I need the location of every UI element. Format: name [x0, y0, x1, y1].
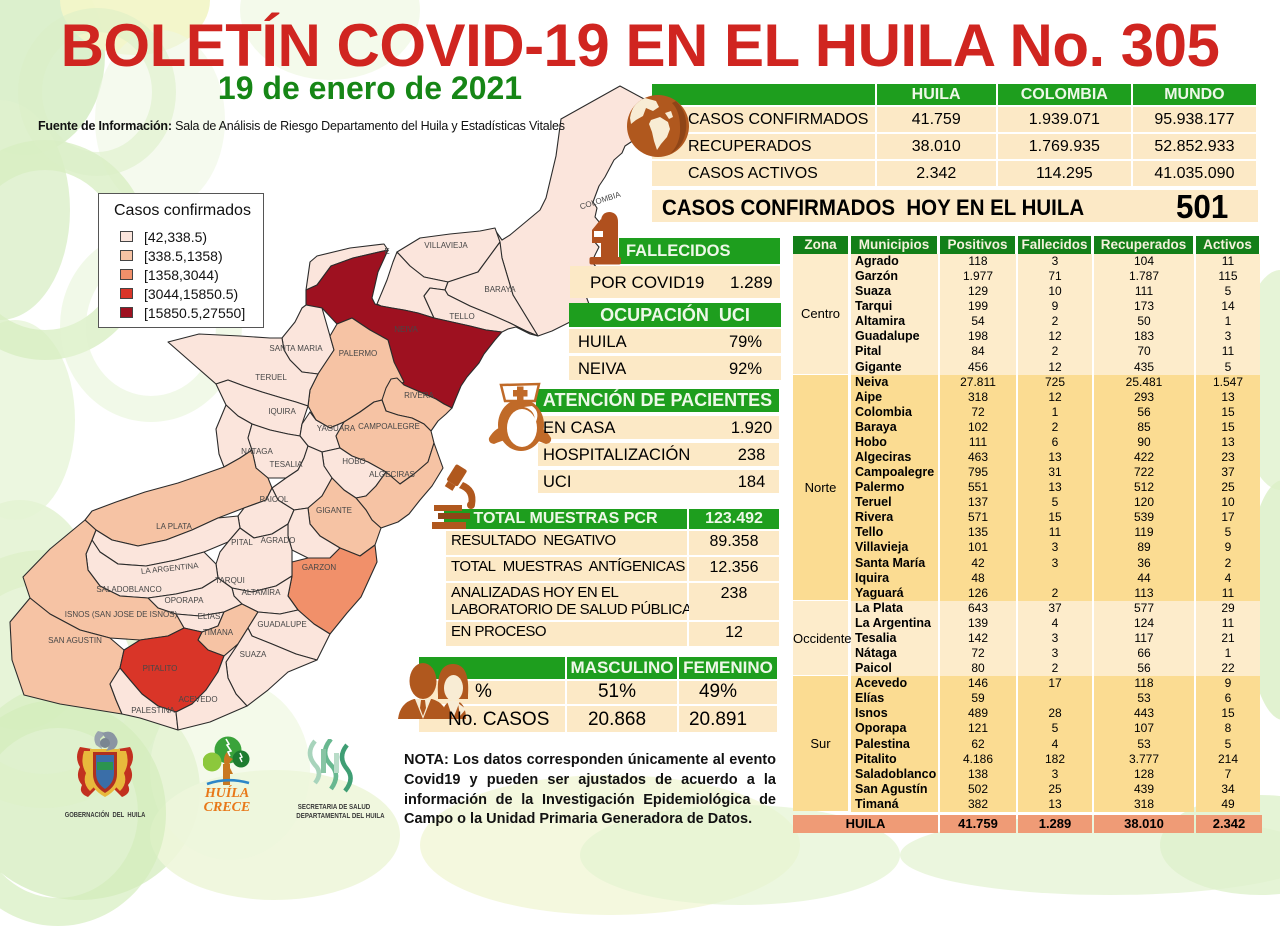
svg-text:PAICOL: PAICOL [260, 495, 289, 504]
svg-text:TARQUI: TARQUI [215, 576, 245, 585]
svg-text:OPORAPA: OPORAPA [165, 596, 205, 605]
svg-text:RIVERA: RIVERA [404, 391, 434, 400]
svg-text:SAN AGUSTIN: SAN AGUSTIN [48, 636, 102, 645]
svg-text:SUAZA: SUAZA [240, 650, 267, 659]
svg-text:BARAYA: BARAYA [484, 285, 516, 294]
svg-text:HOBO: HOBO [342, 457, 366, 466]
svg-text:ISNOS (SAN JOSE DE ISNOS): ISNOS (SAN JOSE DE ISNOS) [65, 610, 178, 619]
svg-text:ALTAMIRA: ALTAMIRA [242, 588, 281, 597]
svg-text:CAMPOALEGRE: CAMPOALEGRE [358, 422, 420, 431]
svg-text:VILLAVIEJA: VILLAVIEJA [424, 241, 468, 250]
svg-text:NATAGA: NATAGA [241, 447, 273, 456]
svg-text:SANTA MARIA: SANTA MARIA [269, 344, 323, 353]
svg-text:PALESTINA: PALESTINA [131, 706, 175, 715]
svg-text:AGRADO: AGRADO [261, 536, 296, 545]
svg-text:ELIAS: ELIAS [198, 612, 221, 621]
svg-text:GIGANTE: GIGANTE [316, 506, 352, 515]
svg-text:GARZON: GARZON [302, 563, 336, 572]
svg-text:TERUEL: TERUEL [255, 373, 287, 382]
svg-text:TESALIA: TESALIA [270, 460, 304, 469]
svg-text:TIMANA: TIMANA [203, 628, 234, 637]
svg-text:TELLO: TELLO [449, 312, 474, 321]
svg-text:PITAL: PITAL [231, 538, 253, 547]
svg-text:PALERMO: PALERMO [339, 349, 378, 358]
svg-text:SALADOBLANCO: SALADOBLANCO [96, 585, 161, 594]
svg-text:GUADALUPE: GUADALUPE [257, 620, 306, 629]
svg-text:IQUIRA: IQUIRA [268, 407, 296, 416]
svg-text:E: E [384, 247, 389, 256]
svg-text:PITALITO: PITALITO [143, 664, 178, 673]
svg-text:ACEVEDO: ACEVEDO [178, 695, 217, 704]
svg-text:YAGUARA: YAGUARA [317, 424, 356, 433]
svg-text:NEIVA: NEIVA [394, 325, 418, 334]
svg-text:ALGECIRAS: ALGECIRAS [369, 470, 415, 479]
svg-text:LA PLATA: LA PLATA [156, 522, 192, 531]
